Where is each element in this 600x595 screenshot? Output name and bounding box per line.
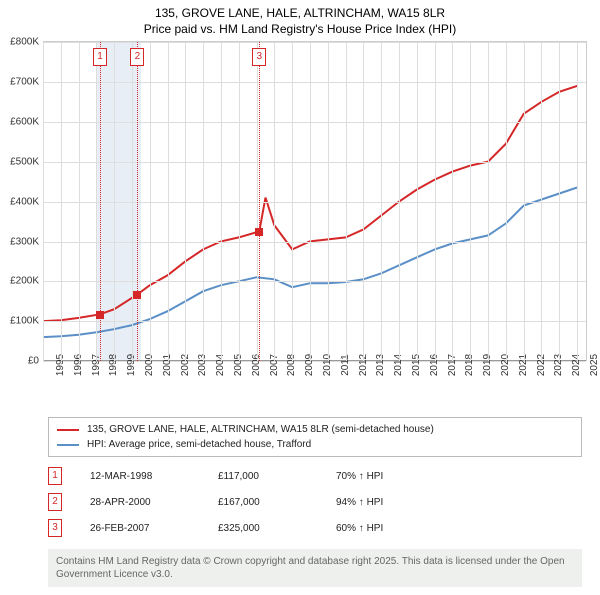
marker-box: 2: [130, 48, 144, 66]
chart-container: 135, GROVE LANE, HALE, ALTRINCHAM, WA15 …: [0, 0, 600, 587]
grid-h: [43, 162, 586, 163]
grid-v: [310, 42, 311, 361]
grid-v: [488, 42, 489, 361]
grid-v: [79, 42, 80, 361]
grid-v: [274, 42, 275, 361]
grid-h: [43, 82, 586, 83]
grid-v: [346, 42, 347, 361]
grid-h: [43, 202, 586, 203]
sales-marker: 2: [48, 493, 62, 511]
grid-v: [559, 42, 560, 361]
sales-date: 28-APR-2000: [90, 497, 190, 508]
sales-price: £167,000: [218, 497, 308, 508]
y-tick-label: £0: [28, 356, 39, 367]
sales-date: 12-MAR-1998: [90, 471, 190, 482]
legend-label: 135, GROVE LANE, HALE, ALTRINCHAM, WA15 …: [87, 422, 434, 437]
chart-area: £0£100K£200K£300K£400K£500K£600K£700K£80…: [8, 41, 592, 411]
grid-h: [43, 122, 586, 123]
grid-v: [257, 42, 258, 361]
grid-h: [43, 242, 586, 243]
sales-pct: 60% ↑ HPI: [336, 523, 426, 534]
grid-v: [577, 42, 578, 361]
sales-price: £325,000: [218, 523, 308, 534]
grid-v: [524, 42, 525, 361]
sales-price: £117,000: [218, 471, 308, 482]
grid-v: [150, 42, 151, 361]
grid-h: [43, 281, 586, 282]
x-tick-label: 2025: [577, 354, 600, 376]
grid-v: [506, 42, 507, 361]
y-tick-label: £400K: [10, 196, 39, 207]
legend-swatch: [57, 429, 79, 431]
sales-date: 26-FEB-2007: [90, 523, 190, 534]
y-tick-label: £600K: [10, 116, 39, 127]
grid-v: [185, 42, 186, 361]
y-tick-label: £700K: [10, 77, 39, 88]
marker-dot: [255, 228, 263, 236]
grid-v: [168, 42, 169, 361]
grid-v: [203, 42, 204, 361]
grid-v: [239, 42, 240, 361]
grid-v: [541, 42, 542, 361]
sales-row: 3 26-FEB-2007 £325,000 60% ↑ HPI: [48, 515, 582, 541]
grid-h: [43, 42, 586, 43]
sales-row: 2 28-APR-2000 £167,000 94% ↑ HPI: [48, 489, 582, 515]
grid-v: [470, 42, 471, 361]
legend: 135, GROVE LANE, HALE, ALTRINCHAM, WA15 …: [48, 417, 582, 457]
grid-v: [328, 42, 329, 361]
grid-v: [43, 42, 44, 361]
footer-note: Contains HM Land Registry data © Crown c…: [48, 549, 582, 587]
grid-h: [43, 321, 586, 322]
grid-v: [435, 42, 436, 361]
legend-label: HPI: Average price, semi-detached house,…: [87, 437, 311, 452]
grid-v: [61, 42, 62, 361]
grid-v: [452, 42, 453, 361]
grid-v: [292, 42, 293, 361]
title-block: 135, GROVE LANE, HALE, ALTRINCHAM, WA15 …: [0, 0, 600, 41]
grid-v: [221, 42, 222, 361]
marker-box: 1: [93, 48, 107, 66]
marker-box: 3: [252, 48, 266, 66]
sales-marker: 3: [48, 519, 62, 537]
grid-v: [399, 42, 400, 361]
y-tick-label: £300K: [10, 236, 39, 247]
plot-region: £0£100K£200K£300K£400K£500K£600K£700K£80…: [43, 41, 587, 361]
marker-dot: [96, 311, 104, 319]
y-tick-label: £200K: [10, 276, 39, 287]
marker-line: [137, 42, 138, 361]
sales-pct: 70% ↑ HPI: [336, 471, 426, 482]
sales-marker: 1: [48, 467, 62, 485]
sales-row: 1 12-MAR-1998 £117,000 70% ↑ HPI: [48, 463, 582, 489]
y-tick-label: £100K: [10, 316, 39, 327]
sales-pct: 94% ↑ HPI: [336, 497, 426, 508]
y-tick-label: £500K: [10, 156, 39, 167]
title-line-2: Price paid vs. HM Land Registry's House …: [0, 22, 600, 38]
grid-v: [363, 42, 364, 361]
marker-line: [259, 42, 260, 361]
grid-v: [417, 42, 418, 361]
marker-dot: [133, 291, 141, 299]
legend-swatch: [57, 444, 79, 446]
grid-v: [132, 42, 133, 361]
legend-row: HPI: Average price, semi-detached house,…: [57, 437, 573, 452]
legend-row: 135, GROVE LANE, HALE, ALTRINCHAM, WA15 …: [57, 422, 573, 437]
title-line-1: 135, GROVE LANE, HALE, ALTRINCHAM, WA15 …: [0, 6, 600, 22]
grid-v: [114, 42, 115, 361]
sales-table: 1 12-MAR-1998 £117,000 70% ↑ HPI 2 28-APR-200…: [48, 463, 582, 541]
grid-v: [381, 42, 382, 361]
y-tick-label: £800K: [10, 37, 39, 48]
